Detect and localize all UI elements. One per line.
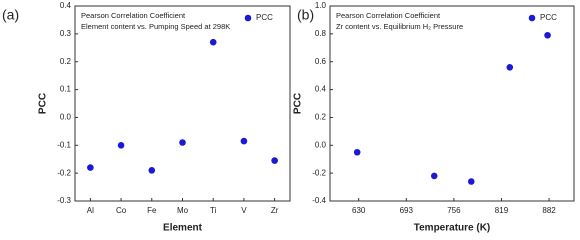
- y-tick-label: 0.6: [315, 57, 327, 66]
- data-point: [430, 172, 438, 180]
- y-tick-label: -0.1: [57, 140, 71, 149]
- annotation: Pearson Correlation Coefficient: [81, 11, 186, 20]
- x-tick-label: Co: [116, 206, 127, 215]
- x-tick-label: Zr: [271, 206, 279, 215]
- data-point: [467, 178, 475, 185]
- y-axis-label: PCC: [38, 93, 49, 114]
- y-tick-label: -0.2: [57, 168, 71, 177]
- legend-marker: [528, 14, 536, 22]
- x-tick-label: 693: [400, 206, 414, 215]
- data-point: [353, 148, 361, 156]
- annotation: Zr content vs. Equilibrium H₂ Pressure: [336, 22, 463, 31]
- x-tick-label: 882: [542, 206, 556, 215]
- plot-frame: [74, 5, 291, 202]
- y-tick-label: -0.4: [312, 196, 326, 205]
- x-tick-label: Fe: [147, 206, 157, 215]
- y-tick-label: 0.0: [315, 140, 327, 149]
- y-tick-label: 0.3: [60, 29, 72, 38]
- annotation: Pearson Correlation Coefficient: [336, 11, 441, 20]
- plot-frame: [329, 5, 575, 202]
- data-point: [87, 164, 94, 171]
- y-tick-label: -0.2: [312, 168, 326, 177]
- x-tick-label: V: [241, 206, 247, 215]
- data-point: [544, 31, 551, 39]
- data-point: [240, 137, 248, 145]
- x-tick-label: 819: [495, 206, 509, 215]
- x-tick-label: 630: [352, 206, 366, 215]
- data-point: [179, 139, 186, 146]
- x-axis-label: Element: [163, 223, 203, 234]
- data-point: [506, 63, 514, 71]
- y-tick-label: 1.0: [315, 1, 327, 10]
- legend-label: PCC: [540, 13, 557, 22]
- y-tick-label: 0.2: [315, 113, 327, 122]
- x-axis-label: Temperature (K): [414, 223, 491, 234]
- data-point: [148, 167, 156, 174]
- data-point: [271, 157, 278, 164]
- y-tick-label: 0.4: [60, 1, 72, 10]
- y-tick-label: 0.0: [60, 113, 72, 122]
- y-tick-label: 0.1: [60, 85, 72, 94]
- legend-label: PCC: [256, 13, 273, 22]
- y-axis-label: PCC: [293, 93, 304, 114]
- x-tick-label: Ti: [210, 206, 217, 215]
- x-tick-label: Al: [87, 206, 94, 215]
- y-tick-label: 0.8: [315, 29, 327, 38]
- data-point: [209, 38, 217, 46]
- annotation: Element content vs. Pumping Speed at 298…: [81, 22, 230, 31]
- data-point: [117, 141, 125, 149]
- panel-label: (b): [297, 7, 314, 23]
- y-tick-label: 0.4: [315, 85, 327, 94]
- legend-marker: [244, 14, 252, 22]
- x-tick-label: Mo: [177, 206, 189, 215]
- y-tick-label: -0.3: [57, 196, 71, 205]
- x-tick-label: 756: [447, 206, 461, 215]
- y-tick-label: 0.2: [60, 57, 72, 66]
- panel-label: (a): [2, 7, 19, 23]
